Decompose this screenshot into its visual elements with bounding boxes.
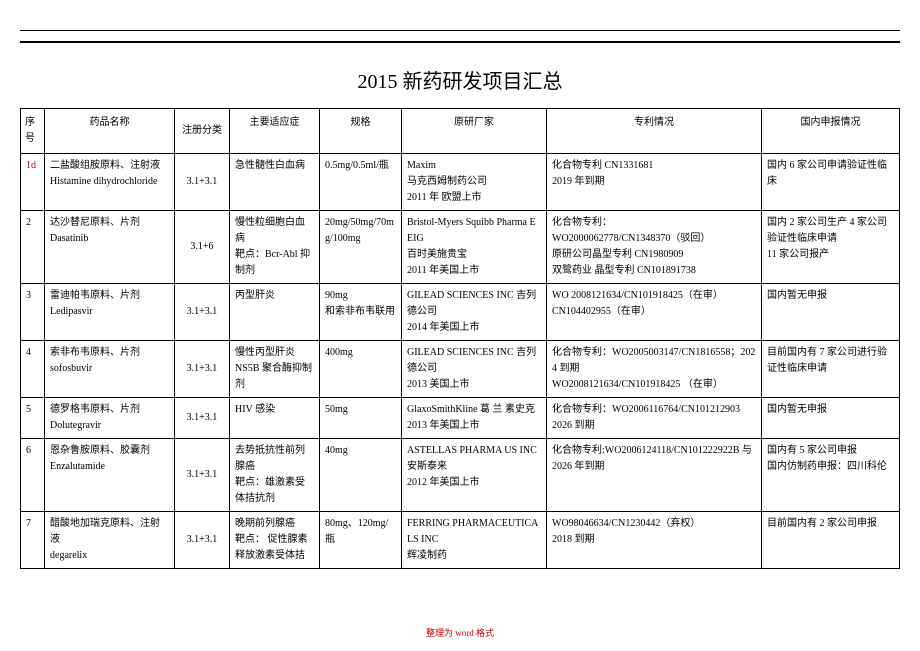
cell-indication: 去势抵抗性前列腺癌靶点：雄激素受体拮抗剂 xyxy=(230,439,320,512)
cell-spec: 50mg xyxy=(320,398,402,439)
header-patent: 专利情况 xyxy=(547,109,762,154)
cell-name: 恩杂鲁胺原料、胶囊剂Enzalutamide xyxy=(45,439,175,512)
cell-class: 3.1+3.1 xyxy=(175,398,230,439)
table-header-row: 序号 药品名称 注册分类 主要适应症 规格 原研厂家 专利情况 国内申报情况 xyxy=(21,109,900,154)
header-orig: 原研厂家 xyxy=(402,109,547,154)
cell-class: 3.1+3.1 xyxy=(175,439,230,512)
cell-name: 醋酸地加瑞克原料、注射液degarelix xyxy=(45,512,175,569)
cell-seq: 6 xyxy=(21,439,45,512)
cell-indication: 慢性丙型肝炎NS5B 聚合酶抑制剂 xyxy=(230,341,320,398)
cell-orig: GILEAD SCIENCES INC 吉列德公司2013 美国上市 xyxy=(402,341,547,398)
cell-domestic: 目前国内有 7 家公司进行验证性临床申请 xyxy=(762,341,900,398)
table-row: 2达沙替尼原料、片剂Dasatinib3.1+6慢性粒细胞白血病靶点：Bcr-A… xyxy=(21,211,900,284)
cell-domestic: 国内暂无申报 xyxy=(762,398,900,439)
cell-class: 3.1+3.1 xyxy=(175,512,230,569)
cell-domestic: 国内有 5 家公司申报国内仿制药申报：四川科伦 xyxy=(762,439,900,512)
cell-domestic: 国内 6 家公司申请验证性临床 xyxy=(762,154,900,211)
cell-patent: 化合物专利：WO2000062778/CN1348370（驳回）原研公司晶型专利… xyxy=(547,211,762,284)
cell-name: 德罗格韦原料、片剂Dolutegravir xyxy=(45,398,175,439)
cell-name: 索非布韦原料、片剂sofosbuvir xyxy=(45,341,175,398)
cell-name: 二盐酸组胺原料、注射液Histamine dihydrochloride xyxy=(45,154,175,211)
cell-patent: WO 2008121634/CN101918425（在审）CN104402955… xyxy=(547,284,762,341)
cell-seq: 4 xyxy=(21,341,45,398)
cell-patent: 化合物专利 CN13316812019 年到期 xyxy=(547,154,762,211)
cell-orig: FERRING PHARMACEUTICALS INC辉凌制药 xyxy=(402,512,547,569)
cell-spec: 400mg xyxy=(320,341,402,398)
cell-spec: 80mg、120mg/瓶 xyxy=(320,512,402,569)
cell-patent: WO98046634/CN1230442（弃权）2018 到期 xyxy=(547,512,762,569)
table-row: 7醋酸地加瑞克原料、注射液degarelix3.1+3.1晚期前列腺癌靶点： 促… xyxy=(21,512,900,569)
cell-class: 3.1+3.1 xyxy=(175,284,230,341)
header-domestic: 国内申报情况 xyxy=(762,109,900,154)
cell-seq: 2 xyxy=(21,211,45,284)
footer-text: 整理为 word 格式 xyxy=(0,626,920,639)
cell-spec: 0.5mg/0.5ml/瓶 xyxy=(320,154,402,211)
cell-seq: 7 xyxy=(21,512,45,569)
cell-seq: 5 xyxy=(21,398,45,439)
cell-class: 3.1+3.1 xyxy=(175,341,230,398)
cell-orig: ASTELLAS PHARMA US INC安斯泰来2012 年美国上市 xyxy=(402,439,547,512)
cell-indication: 慢性粒细胞白血病靶点：Bcr-Abl 抑制剂 xyxy=(230,211,320,284)
cell-orig: Bristol-Myers Squibb Pharma EEIG百时美施贵宝20… xyxy=(402,211,547,284)
cell-class: 3.1+3.1 xyxy=(175,154,230,211)
cell-indication: 晚期前列腺癌靶点： 促性腺素释放激素受体拮 xyxy=(230,512,320,569)
header-indication: 主要适应症 xyxy=(230,109,320,154)
cell-domestic: 国内 2 家公司生产 4 家公司验证性临床申请11 家公司报产 xyxy=(762,211,900,284)
cell-name: 雷迪帕韦原料、片剂Ledipasvir xyxy=(45,284,175,341)
cell-seq: 1d xyxy=(21,154,45,211)
cell-seq: 3 xyxy=(21,284,45,341)
cell-spec: 90mg和索非布韦联用 xyxy=(320,284,402,341)
table-row: 4索非布韦原料、片剂sofosbuvir3.1+3.1慢性丙型肝炎NS5B 聚合… xyxy=(21,341,900,398)
header-seq: 序号 xyxy=(21,109,45,154)
cell-indication: 丙型肝炎 xyxy=(230,284,320,341)
page-title: 2015 新药研发项目汇总 xyxy=(20,41,900,108)
cell-indication: HIV 感染 xyxy=(230,398,320,439)
cell-spec: 20mg/50mg/70mg/100mg xyxy=(320,211,402,284)
cell-patent: 化合物专利：WO2006116764/CN1012129032026 到期 xyxy=(547,398,762,439)
cell-patent: 化合物专利：WO2005003147/CN1816558；2024 到期WO20… xyxy=(547,341,762,398)
header-class: 注册分类 xyxy=(175,109,230,154)
cell-spec: 40mg xyxy=(320,439,402,512)
cell-orig: GlaxoSmithKline 葛 兰 素史克2013 年美国上市 xyxy=(402,398,547,439)
table-row: 5德罗格韦原料、片剂Dolutegravir3.1+3.1HIV 感染50mgG… xyxy=(21,398,900,439)
cell-indication: 急性髓性白血病 xyxy=(230,154,320,211)
table-row: 6恩杂鲁胺原料、胶囊剂Enzalutamide3.1+3.1去势抵抗性前列腺癌靶… xyxy=(21,439,900,512)
cell-domestic: 国内暂无申报 xyxy=(762,284,900,341)
cell-domestic: 目前国内有 2 家公司申报 xyxy=(762,512,900,569)
drug-table: 序号 药品名称 注册分类 主要适应症 规格 原研厂家 专利情况 国内申报情况 1… xyxy=(20,108,900,569)
table-row: 3雷迪帕韦原料、片剂Ledipasvir3.1+3.1丙型肝炎90mg和索非布韦… xyxy=(21,284,900,341)
cell-patent: 化合物专利:WO2006124118/CN101222922B 与 2026 年… xyxy=(547,439,762,512)
cell-name: 达沙替尼原料、片剂Dasatinib xyxy=(45,211,175,284)
cell-class: 3.1+6 xyxy=(175,211,230,284)
header-spec: 规格 xyxy=(320,109,402,154)
cell-orig: GILEAD SCIENCES INC 吉列德公司2014 年美国上市 xyxy=(402,284,547,341)
table-row: 1d二盐酸组胺原料、注射液Histamine dihydrochloride3.… xyxy=(21,154,900,211)
header-name: 药品名称 xyxy=(45,109,175,154)
cell-orig: Maxim马克西姆制药公司2011 年 欧盟上市 xyxy=(402,154,547,211)
